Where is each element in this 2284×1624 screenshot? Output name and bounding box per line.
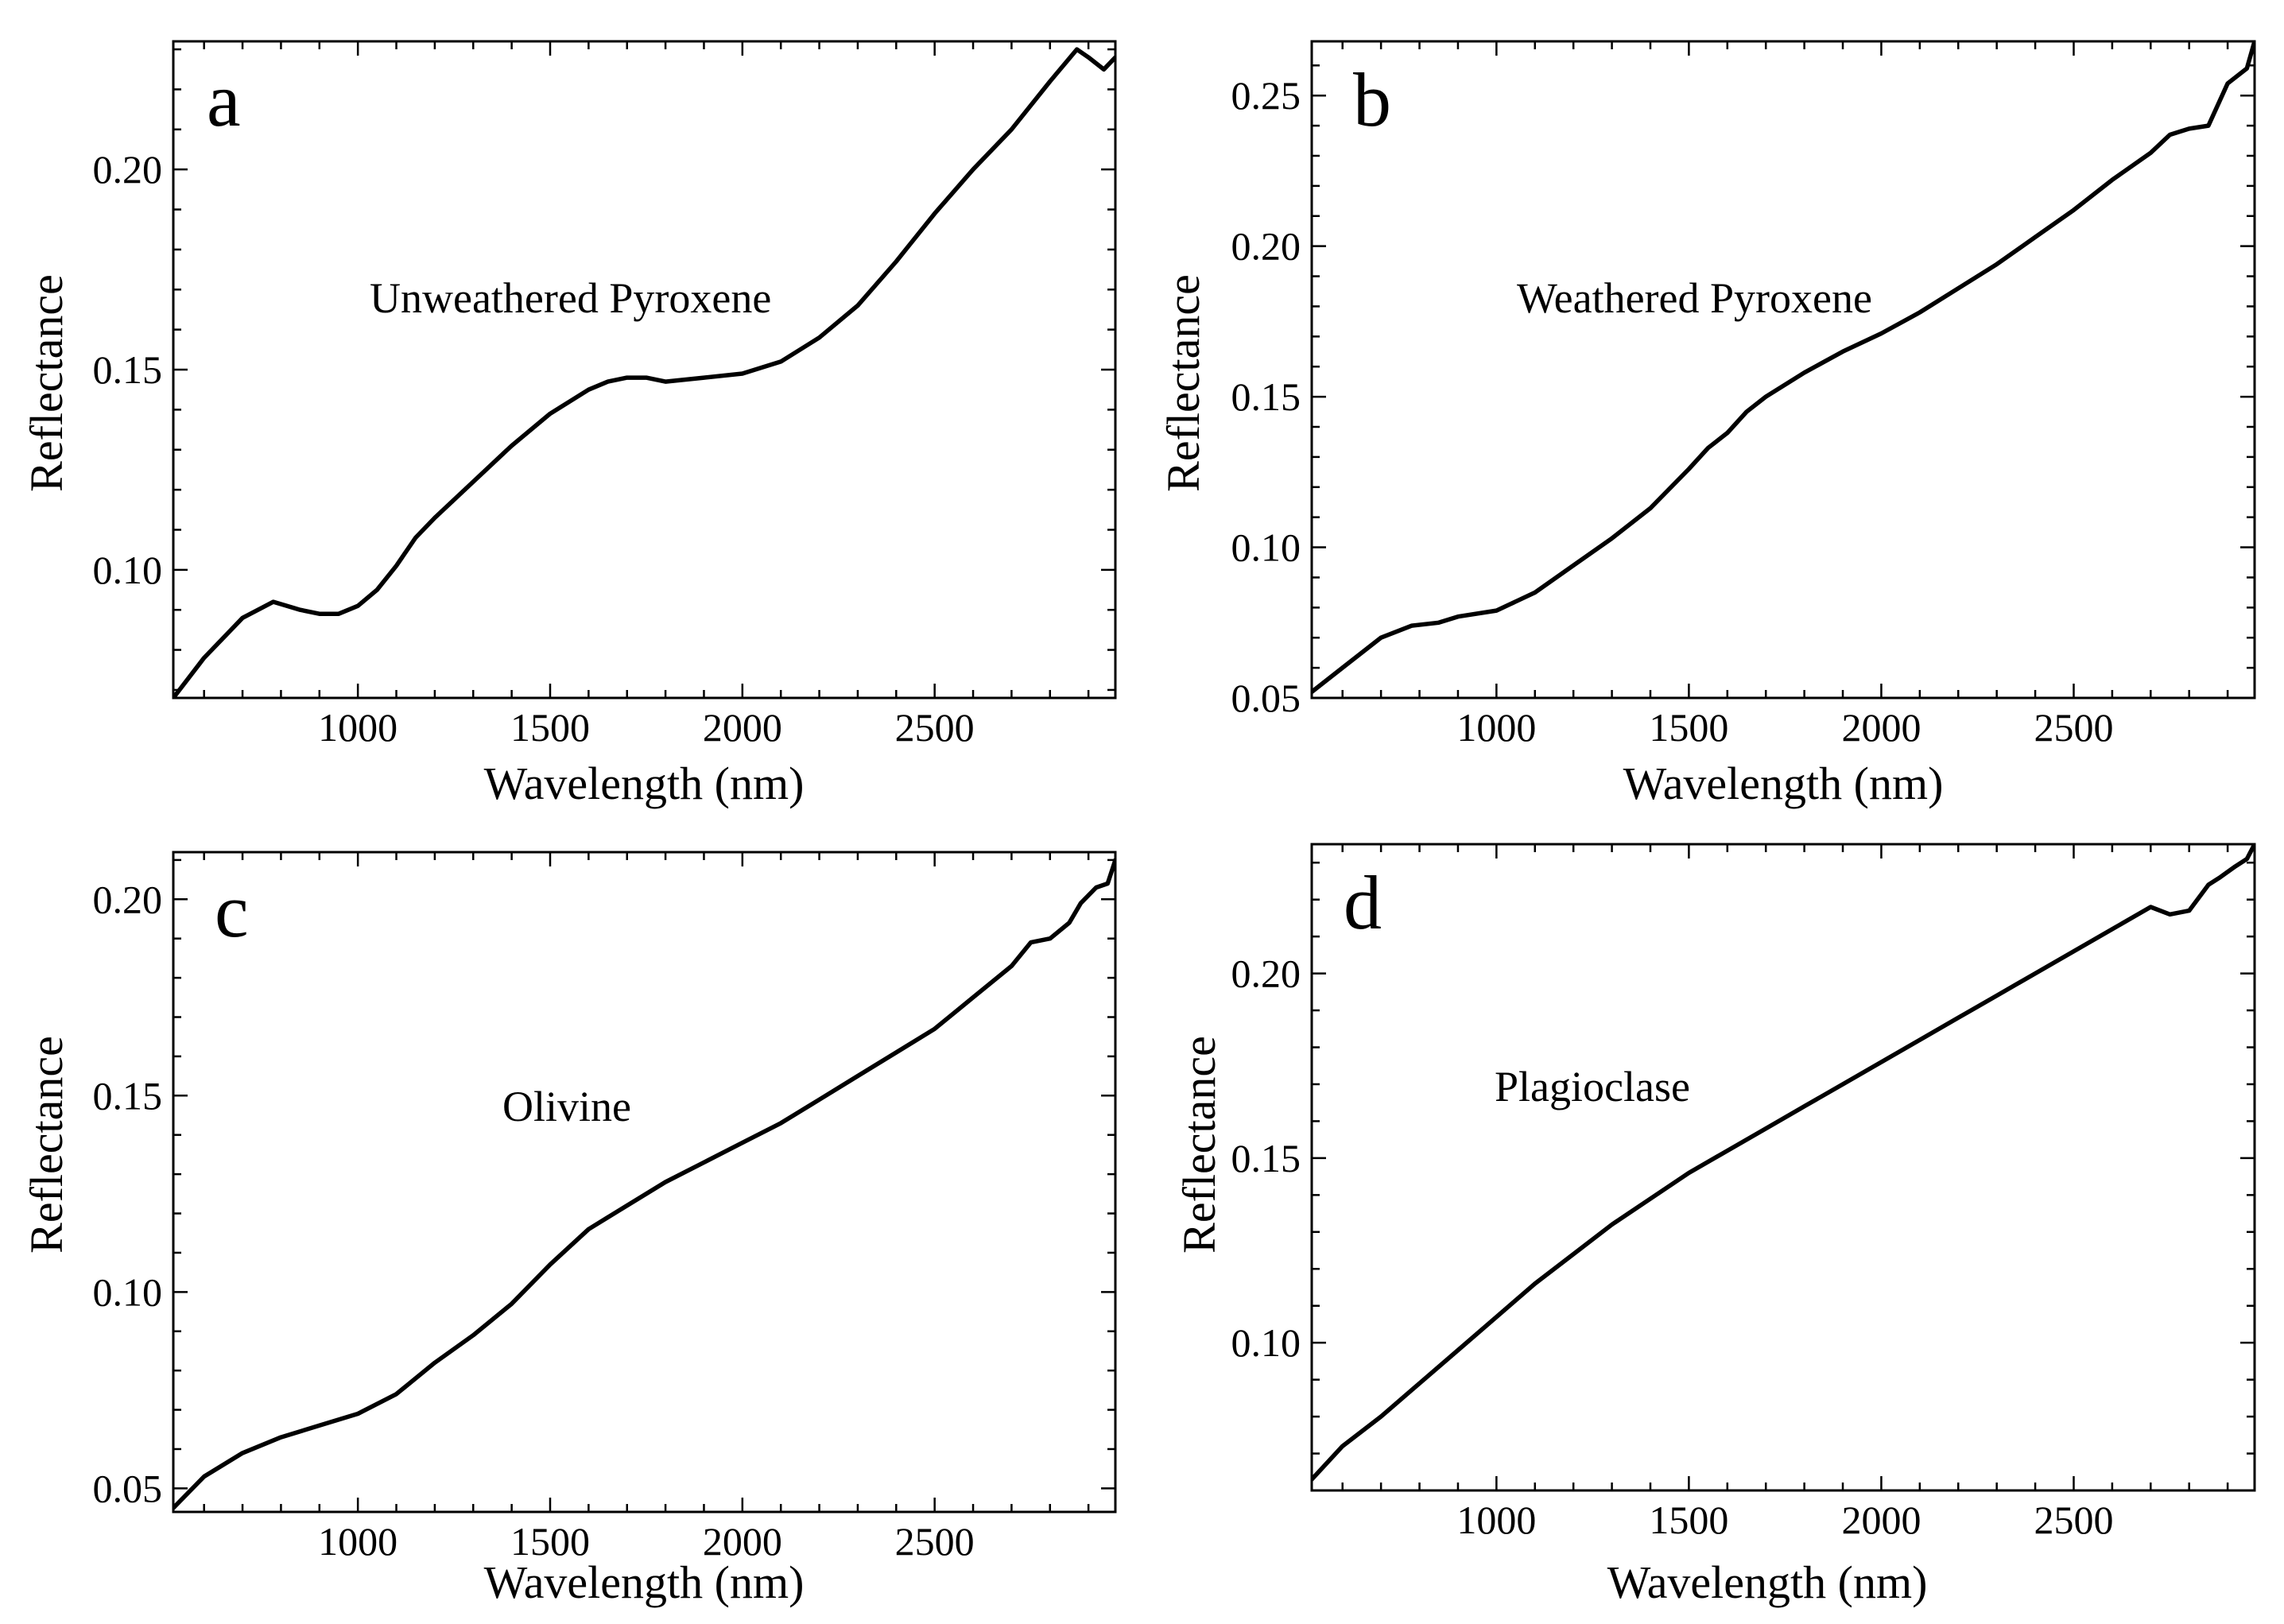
panel-letter: c: [215, 868, 249, 953]
y-tick-label: 0.05: [1231, 676, 1301, 720]
y-tick-label: 0.10: [1231, 525, 1301, 570]
reflectance-series-line: [173, 47, 1115, 698]
y-tick-label: 0.10: [93, 1269, 163, 1314]
plot-frame: [1310, 40, 2256, 700]
y-axis-label: Reflectance: [1158, 274, 1209, 492]
y-tick-label: 0.15: [1231, 1136, 1301, 1180]
x-tick-label: 1000: [318, 705, 397, 750]
x-tick-label: 2000: [1841, 1498, 1921, 1542]
x-tick-label: 1500: [510, 705, 590, 750]
y-tick-label: 0.20: [93, 147, 163, 192]
x-tick-label: 1000: [1456, 1498, 1536, 1542]
y-axis-label: Reflectance: [1173, 1036, 1225, 1254]
plot-frame: [172, 851, 1117, 1514]
y-tick-label: 0.15: [1231, 374, 1301, 419]
plot-frame: [1310, 843, 2256, 1492]
series-annotation: Weathered Pyroxene: [1517, 274, 1872, 322]
plot-frame: [172, 40, 1117, 700]
y-axis-label: Reflectance: [21, 274, 72, 492]
reflectance-series-line: [173, 858, 1115, 1510]
x-tick-label: 1500: [510, 1519, 590, 1564]
y-tick-label: 0.25: [1231, 73, 1301, 118]
x-axis-label: Wavelength (nm): [1607, 1556, 1928, 1608]
reflectance-series-line: [1312, 844, 2255, 1482]
x-axis-label: Wavelength (nm): [484, 758, 805, 809]
y-axis-label: Reflectance: [21, 1036, 72, 1254]
x-tick-label: 1500: [1649, 1498, 1728, 1542]
y-tick-label: 0.20: [1231, 952, 1301, 996]
x-tick-label: 2000: [1841, 705, 1921, 750]
x-tick-label: 2500: [895, 705, 975, 750]
panel-a: 1000 1500 2000 2500 0.10 0.15 0.20 a Unweathered…: [21, 40, 1117, 809]
x-tick-label: 2500: [2034, 1498, 2113, 1542]
panel-letter: d: [1344, 860, 1382, 945]
reflectance-series-line: [1312, 41, 2255, 695]
y-tick-label: 0.15: [93, 1073, 163, 1118]
y-tick-label: 0.05: [93, 1466, 163, 1510]
x-tick-label: 1000: [318, 1519, 397, 1564]
x-tick-label: 1000: [1456, 705, 1536, 750]
panel-letter: b: [1353, 57, 1391, 142]
panel-b: 1000 1500 2000 2500 0.05 0.10 0.15 0.20 0.25 b Wea…: [1158, 40, 2256, 809]
x-tick-label: 2000: [703, 705, 782, 750]
y-tick-label: 0.15: [93, 347, 163, 392]
x-tick-label: 2000: [703, 1519, 782, 1564]
series-annotation: Plagioclase: [1495, 1063, 1690, 1110]
x-tick-label: 2500: [895, 1519, 975, 1564]
y-tick-label: 0.20: [93, 877, 163, 921]
y-tick-label: 0.10: [93, 548, 163, 592]
x-tick-label: 1500: [1649, 705, 1728, 750]
series-annotation: Olivine: [502, 1083, 631, 1130]
y-tick-label: 0.10: [1231, 1320, 1301, 1365]
x-tick-label: 2500: [2034, 705, 2113, 750]
y-tick-label: 0.20: [1231, 224, 1301, 269]
x-axis-label: Wavelength (nm): [1623, 758, 1944, 809]
x-axis-label: Wavelength (nm): [484, 1556, 805, 1608]
panel-d: 1000 1500 2000 2500 0.10 0.15 0.20 d Plagioclase…: [1173, 843, 2256, 1608]
series-annotation: Unweathered Pyroxene: [370, 274, 771, 322]
panel-c: 1000 1500 2000 2500 0.05 0.10 0.15 0.20 c Olivine…: [21, 851, 1117, 1608]
panel-letter: a: [207, 57, 241, 142]
